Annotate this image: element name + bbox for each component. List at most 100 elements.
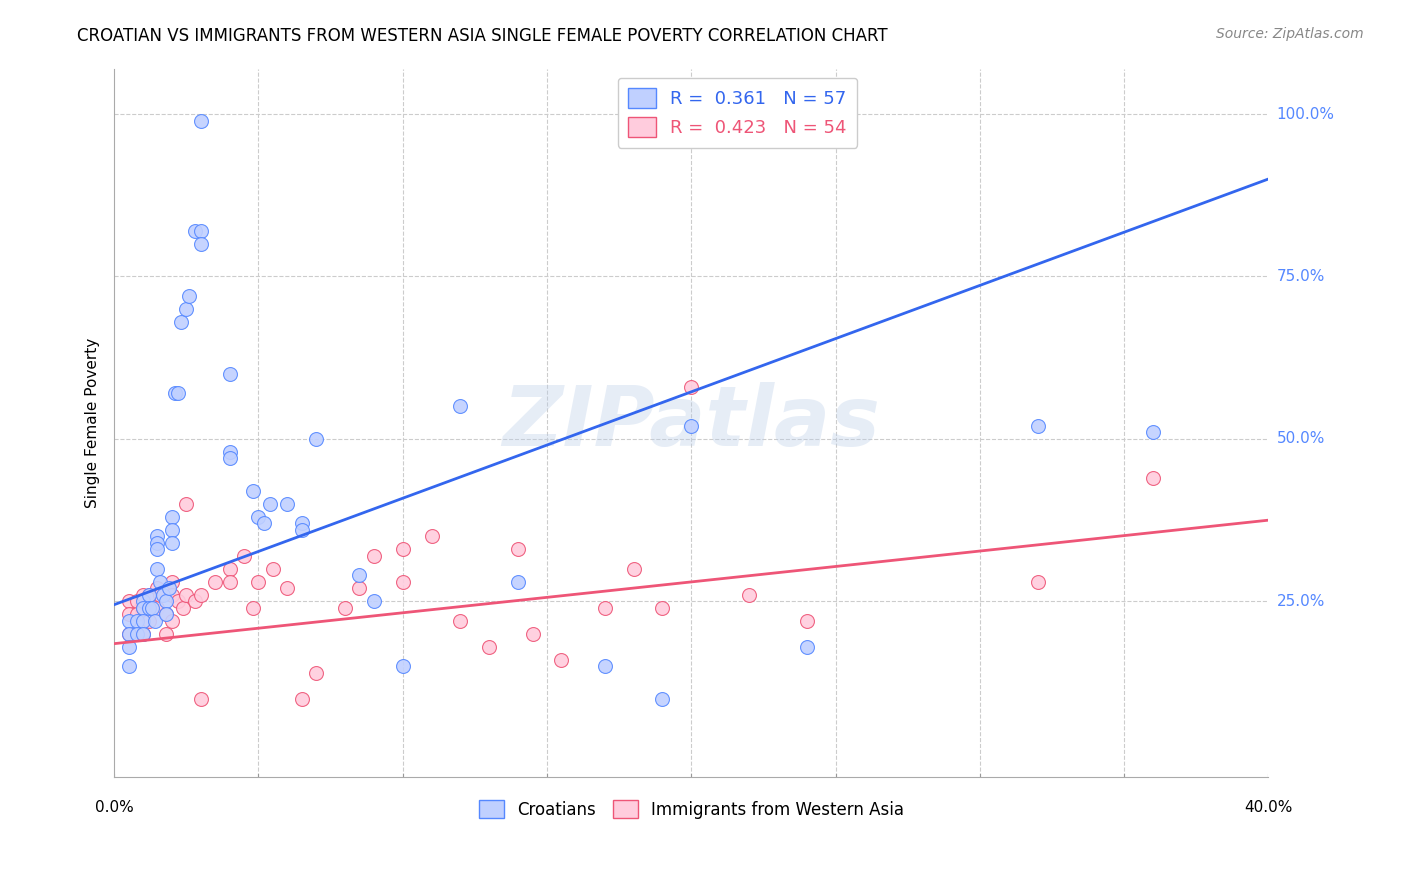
Point bbox=[157, 582, 180, 596]
Point bbox=[247, 574, 270, 589]
Point bbox=[233, 549, 256, 563]
Point bbox=[593, 601, 616, 615]
Point bbox=[117, 640, 139, 654]
Point bbox=[146, 601, 169, 615]
Point bbox=[155, 594, 177, 608]
Point bbox=[132, 594, 155, 608]
Point bbox=[218, 574, 240, 589]
Text: Source: ZipAtlas.com: Source: ZipAtlas.com bbox=[1216, 27, 1364, 41]
Point bbox=[681, 419, 703, 434]
Point bbox=[132, 627, 155, 641]
Point bbox=[127, 614, 149, 628]
Point bbox=[127, 594, 149, 608]
Point bbox=[146, 536, 169, 550]
Point bbox=[163, 386, 186, 401]
Point bbox=[550, 653, 572, 667]
Point bbox=[363, 549, 385, 563]
Point bbox=[166, 594, 188, 608]
Point bbox=[143, 614, 166, 628]
Point bbox=[623, 562, 645, 576]
Point bbox=[146, 582, 169, 596]
Point bbox=[391, 574, 413, 589]
Text: 50.0%: 50.0% bbox=[1277, 432, 1324, 446]
Point bbox=[218, 451, 240, 466]
Point bbox=[253, 516, 276, 531]
Point bbox=[478, 640, 501, 654]
Point bbox=[132, 614, 155, 628]
Point bbox=[146, 542, 169, 557]
Point bbox=[651, 692, 673, 706]
Point bbox=[117, 594, 139, 608]
Point bbox=[117, 627, 139, 641]
Point bbox=[508, 542, 530, 557]
Point bbox=[160, 536, 183, 550]
Point bbox=[138, 601, 160, 615]
Point bbox=[291, 692, 314, 706]
Point bbox=[184, 224, 207, 238]
Point bbox=[305, 665, 328, 680]
Point bbox=[132, 588, 155, 602]
Point bbox=[155, 607, 177, 622]
Point bbox=[117, 627, 139, 641]
Point bbox=[508, 574, 530, 589]
Point bbox=[190, 237, 212, 252]
Point bbox=[138, 588, 160, 602]
Text: 0.0%: 0.0% bbox=[94, 799, 134, 814]
Point bbox=[420, 529, 443, 543]
Point bbox=[593, 659, 616, 673]
Point bbox=[152, 588, 174, 602]
Point bbox=[160, 523, 183, 537]
Point bbox=[276, 582, 298, 596]
Text: 40.0%: 40.0% bbox=[1244, 799, 1292, 814]
Point bbox=[127, 607, 149, 622]
Point bbox=[132, 627, 155, 641]
Point bbox=[169, 315, 191, 329]
Text: ZIPatlas: ZIPatlas bbox=[502, 382, 880, 463]
Point bbox=[242, 601, 264, 615]
Point bbox=[796, 640, 818, 654]
Point bbox=[1142, 471, 1164, 485]
Point bbox=[117, 607, 139, 622]
Text: CROATIAN VS IMMIGRANTS FROM WESTERN ASIA SINGLE FEMALE POVERTY CORRELATION CHART: CROATIAN VS IMMIGRANTS FROM WESTERN ASIA… bbox=[77, 27, 889, 45]
Text: 75.0%: 75.0% bbox=[1277, 269, 1324, 284]
Point bbox=[132, 601, 155, 615]
Point bbox=[127, 627, 149, 641]
Point bbox=[349, 568, 371, 582]
Point bbox=[179, 289, 201, 303]
Point bbox=[262, 562, 284, 576]
Point bbox=[138, 614, 160, 628]
Point bbox=[155, 627, 177, 641]
Point bbox=[166, 386, 188, 401]
Point bbox=[242, 483, 264, 498]
Point bbox=[138, 588, 160, 602]
Point bbox=[291, 523, 314, 537]
Point bbox=[176, 588, 198, 602]
Point bbox=[160, 574, 183, 589]
Point bbox=[522, 627, 544, 641]
Point bbox=[204, 574, 226, 589]
Point bbox=[1142, 425, 1164, 440]
Point bbox=[247, 510, 270, 524]
Point bbox=[681, 380, 703, 394]
Point bbox=[276, 497, 298, 511]
Point bbox=[738, 588, 761, 602]
Point bbox=[160, 588, 183, 602]
Point bbox=[190, 113, 212, 128]
Point bbox=[449, 614, 471, 628]
Point bbox=[190, 224, 212, 238]
Point bbox=[349, 582, 371, 596]
Point bbox=[1026, 574, 1049, 589]
Point bbox=[117, 659, 139, 673]
Point bbox=[160, 510, 183, 524]
Point bbox=[259, 497, 281, 511]
Point bbox=[651, 601, 673, 615]
Point bbox=[796, 614, 818, 628]
Text: 25.0%: 25.0% bbox=[1277, 594, 1324, 609]
Point bbox=[132, 601, 155, 615]
Point bbox=[218, 367, 240, 381]
Text: 100.0%: 100.0% bbox=[1277, 106, 1334, 121]
Legend: Croatians, Immigrants from Western Asia: Croatians, Immigrants from Western Asia bbox=[472, 793, 911, 825]
Point bbox=[391, 659, 413, 673]
Point bbox=[176, 301, 198, 316]
Point bbox=[218, 562, 240, 576]
